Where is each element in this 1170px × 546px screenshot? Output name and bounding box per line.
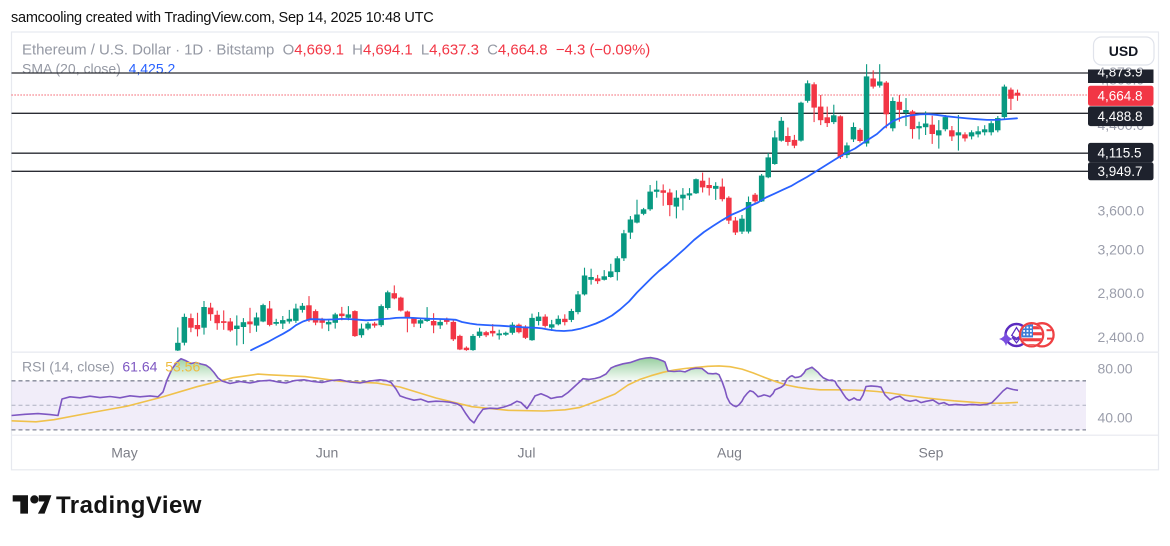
svg-text:4,873.9: 4,873.9 [1098,65,1143,80]
svg-text:3,949.7: 3,949.7 [1098,164,1143,179]
svg-text:samcooling created with Tradin: samcooling created with TradingView.com,… [11,10,433,26]
svg-text:Sep: Sep [919,445,944,461]
svg-text:USD: USD [1109,43,1139,59]
svg-text:3,200.0: 3,200.0 [1098,242,1145,258]
svg-text:4,115.5: 4,115.5 [1098,145,1142,160]
svg-text:2,400.0: 2,400.0 [1098,329,1145,345]
svg-text:2,800.0: 2,800.0 [1098,285,1145,301]
svg-text:4,488.8: 4,488.8 [1098,109,1143,124]
svg-text:Aug: Aug [717,445,742,461]
svg-text:SMA (20, close) 4,425.2: SMA (20, close) 4,425.2 [22,61,176,77]
svg-text:May: May [111,445,137,461]
svg-text:Ethereum / U.S. Dollar · 1D ·: Ethereum / U.S. Dollar · 1D · Bitstamp O… [22,42,650,59]
svg-text:TradingView: TradingView [56,492,202,519]
svg-text:RSI (14, close) 61.64 53.56: RSI (14, close) 61.64 53.56 [22,359,200,375]
svg-text:40.00: 40.00 [1098,410,1133,426]
svg-text:4,664.8: 4,664.8 [1098,89,1143,104]
svg-text:3,600.0: 3,600.0 [1098,203,1145,219]
svg-text:Jun: Jun [316,445,339,461]
svg-text:Jul: Jul [518,445,536,461]
svg-text:80.00: 80.00 [1098,361,1133,377]
